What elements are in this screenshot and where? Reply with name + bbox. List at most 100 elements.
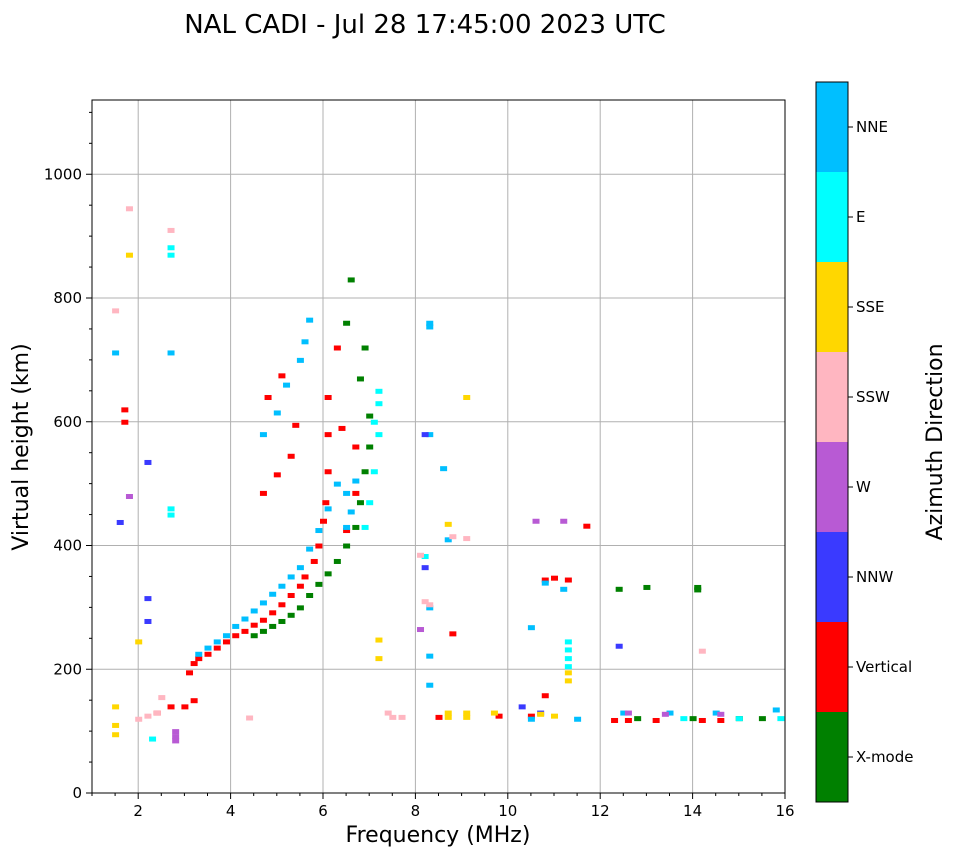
data-point xyxy=(213,645,221,651)
data-point xyxy=(680,716,688,722)
data-point xyxy=(301,574,309,580)
data-point xyxy=(356,500,364,506)
data-point xyxy=(643,584,651,590)
data-point xyxy=(694,587,702,593)
data-point xyxy=(698,717,706,723)
data-point xyxy=(287,453,295,459)
data-point xyxy=(310,558,318,564)
data-point xyxy=(624,717,632,723)
x-tick-label: 16 xyxy=(775,802,794,820)
data-point xyxy=(306,546,314,552)
colorbar-segment xyxy=(816,352,848,442)
data-point xyxy=(287,612,295,618)
data-point xyxy=(301,339,309,345)
data-point xyxy=(541,577,549,583)
data-point xyxy=(426,653,434,659)
data-point xyxy=(574,716,582,722)
data-point xyxy=(352,478,360,484)
data-point xyxy=(384,710,392,716)
data-point xyxy=(541,693,549,699)
data-point xyxy=(195,651,203,657)
data-point xyxy=(306,317,314,323)
data-point xyxy=(116,519,124,525)
data-point xyxy=(222,633,230,639)
data-point xyxy=(444,537,452,543)
colorbar-label: SSE xyxy=(856,298,885,316)
data-point xyxy=(167,506,175,512)
data-point xyxy=(250,622,258,628)
x-tick-label: 6 xyxy=(318,802,328,820)
data-point xyxy=(620,710,628,716)
data-point xyxy=(370,469,378,475)
data-point xyxy=(426,432,434,438)
data-point xyxy=(361,345,369,351)
data-point xyxy=(232,633,240,639)
data-point xyxy=(296,357,304,363)
data-point xyxy=(717,711,725,717)
colorbar-segment xyxy=(816,712,848,802)
data-point xyxy=(322,500,330,506)
data-point xyxy=(449,631,457,637)
data-point xyxy=(426,605,434,611)
data-point xyxy=(463,536,471,542)
y-tick-label: 800 xyxy=(53,289,82,307)
data-point xyxy=(172,738,180,744)
data-point xyxy=(347,277,355,283)
data-point xyxy=(296,583,304,589)
data-point xyxy=(250,608,258,614)
colorbar: X-mode Vertical NNW W SSW SSE E NNE xyxy=(815,81,913,803)
data-point xyxy=(352,444,360,450)
data-point xyxy=(112,732,120,738)
data-point xyxy=(426,682,434,688)
data-point xyxy=(440,466,448,472)
data-point xyxy=(583,523,591,529)
data-point xyxy=(125,252,133,258)
data-point xyxy=(112,704,120,710)
data-point xyxy=(375,432,383,438)
data-point xyxy=(444,710,452,716)
data-point xyxy=(167,704,175,710)
chart-title: NAL CADI - Jul 28 17:45:00 2023 UTC xyxy=(184,10,666,40)
colorbar-segment xyxy=(816,622,848,712)
data-point xyxy=(463,395,471,400)
data-point xyxy=(366,444,374,450)
data-point xyxy=(624,710,632,716)
data-point xyxy=(241,628,249,634)
data-point xyxy=(259,617,267,623)
x-tick-label: 8 xyxy=(411,802,421,820)
y-tick-label: 400 xyxy=(53,537,82,555)
data-point xyxy=(324,469,332,475)
data-point xyxy=(273,410,281,416)
data-point xyxy=(259,490,267,496)
y-tick-label: 600 xyxy=(53,413,82,431)
y-tick-label: 0 xyxy=(72,784,82,802)
series-sse xyxy=(112,252,572,738)
data-point xyxy=(495,713,503,719)
data-point xyxy=(463,710,471,716)
data-point xyxy=(278,602,286,608)
data-point xyxy=(333,558,341,564)
data-point xyxy=(758,716,766,722)
x-tick-label: 2 xyxy=(133,802,143,820)
data-point xyxy=(352,490,360,496)
data-point xyxy=(135,639,143,645)
colorbar-title: Azimuth Direction xyxy=(923,343,948,540)
data-point xyxy=(190,661,198,667)
data-point xyxy=(772,707,780,713)
data-point xyxy=(435,714,443,720)
data-point xyxy=(426,324,434,330)
colorbar-label: Vertical xyxy=(856,658,912,676)
data-point xyxy=(315,528,323,534)
data-point xyxy=(338,425,346,431)
data-point xyxy=(361,469,369,475)
data-point xyxy=(564,664,572,670)
data-point xyxy=(167,512,175,518)
data-point xyxy=(269,591,277,597)
data-point xyxy=(153,710,161,716)
data-point xyxy=(167,252,175,258)
data-point xyxy=(352,524,360,530)
data-point xyxy=(246,715,254,721)
data-point xyxy=(222,639,230,645)
data-point xyxy=(121,407,129,413)
